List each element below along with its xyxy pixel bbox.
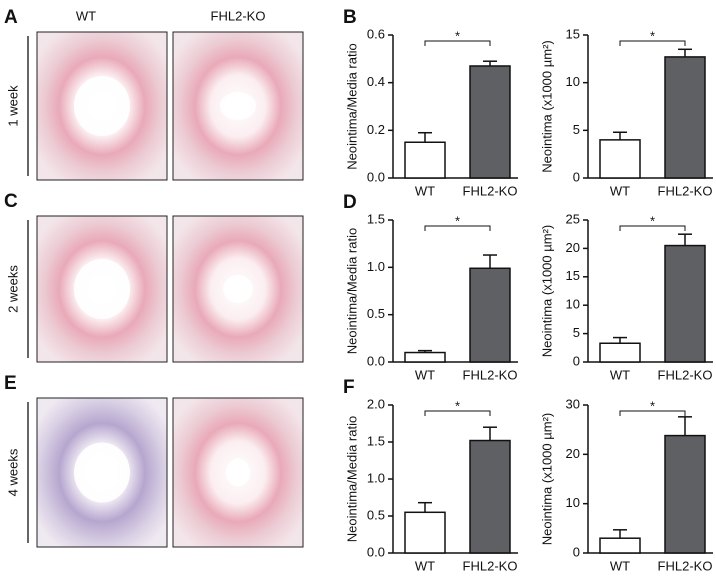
bar [469, 65, 511, 179]
y-axis-label: Neointima/Media ratio [344, 228, 359, 354]
y-tick-label: 1.0 [367, 470, 385, 485]
y-tick-label: 0.0 [367, 353, 385, 368]
vessel-lumen [74, 442, 130, 503]
significance-label: * [455, 398, 460, 413]
y-tick-label: 5 [573, 325, 580, 340]
bar [599, 139, 641, 179]
panel-letter: D [343, 192, 357, 213]
bar [404, 351, 446, 363]
column-label: FHL2-KO [211, 8, 266, 23]
y-tick-label: 15 [566, 26, 580, 41]
bar [599, 537, 641, 554]
y-tick-label: 1.0 [367, 259, 385, 274]
significance-label: * [455, 213, 460, 228]
x-tick-label: WT [415, 558, 435, 573]
panel-letter: A [4, 7, 18, 28]
x-tick-label: WT [610, 558, 630, 573]
x-tick-label: WT [415, 367, 435, 382]
y-tick-label: 1.5 [367, 211, 385, 226]
y-axis-label: Neointima (x1000 µm²) [539, 413, 554, 545]
bar [664, 434, 706, 554]
y-tick-label: 20 [566, 446, 580, 461]
y-axis-label: Neointima/Media ratio [344, 43, 359, 169]
significance-label: * [650, 213, 655, 228]
vessel-lumen [226, 458, 250, 487]
significance-label: * [650, 398, 655, 413]
y-tick-label: 25 [566, 211, 580, 226]
significance-bracket [424, 410, 491, 416]
y-tick-label: 15 [566, 268, 580, 283]
y-tick-label: 0 [573, 544, 580, 559]
x-tick-label: FHL2-KO [658, 183, 713, 198]
y-tick-label: 10 [566, 495, 580, 510]
y-tick-label: 0.4 [367, 74, 385, 89]
x-tick-label: WT [415, 183, 435, 198]
y-tick-label: 5 [573, 122, 580, 137]
x-tick-label: WT [610, 183, 630, 198]
y-axis-label: Neointima (x1000 µm²) [539, 225, 554, 357]
y-tick-label: 0.2 [367, 122, 385, 137]
significance-bracket [619, 40, 686, 46]
column-label: WT [76, 8, 96, 23]
vessel-lumen [220, 92, 256, 120]
y-tick-label: 0.5 [367, 507, 385, 522]
y-tick-label: 10 [566, 297, 580, 312]
y-tick-label: 0.5 [367, 306, 385, 321]
y-tick-label: 20 [566, 240, 580, 255]
bar [404, 141, 446, 179]
y-tick-label: 1.5 [367, 433, 385, 448]
x-tick-label: FHL2-KO [463, 558, 518, 573]
panel-letter: F [343, 377, 355, 398]
x-tick-label: FHL2-KO [463, 367, 518, 382]
significance-label: * [455, 28, 460, 43]
significance-bracket [619, 410, 686, 416]
bar [469, 439, 511, 554]
bar [664, 56, 706, 179]
y-tick-label: 0.0 [367, 544, 385, 559]
x-tick-label: WT [610, 367, 630, 382]
y-axis-label: Neointima/Media ratio [344, 416, 359, 542]
period-label: 4 weeks [5, 448, 20, 496]
period-label: 2 weeks [5, 265, 20, 313]
bar [599, 342, 641, 363]
significance-bracket [424, 40, 491, 46]
significance-bracket [619, 225, 686, 231]
panel-letter: B [343, 7, 357, 28]
bar [469, 267, 511, 363]
x-tick-label: FHL2-KO [658, 367, 713, 382]
period-label: 1 week [5, 85, 20, 127]
panel-letter: C [4, 191, 18, 212]
bar [404, 511, 446, 554]
y-tick-label: 0.6 [367, 26, 385, 41]
bar [664, 244, 706, 363]
y-tick-label: 0 [573, 353, 580, 368]
y-tick-label: 10 [566, 74, 580, 89]
vessel-lumen [74, 76, 130, 136]
x-tick-label: FHL2-KO [463, 183, 518, 198]
y-axis-label: Neointima (x1000 µm²) [539, 40, 554, 172]
y-tick-label: 2.0 [367, 396, 385, 411]
y-tick-label: 0 [573, 169, 580, 184]
vessel-lumen [74, 259, 130, 319]
panel-letter: E [4, 373, 17, 394]
significance-label: * [650, 28, 655, 43]
y-tick-label: 0.0 [367, 169, 385, 184]
x-tick-label: FHL2-KO [658, 558, 713, 573]
significance-bracket [424, 225, 491, 231]
y-tick-label: 30 [566, 396, 580, 411]
vessel-lumen [223, 275, 253, 303]
